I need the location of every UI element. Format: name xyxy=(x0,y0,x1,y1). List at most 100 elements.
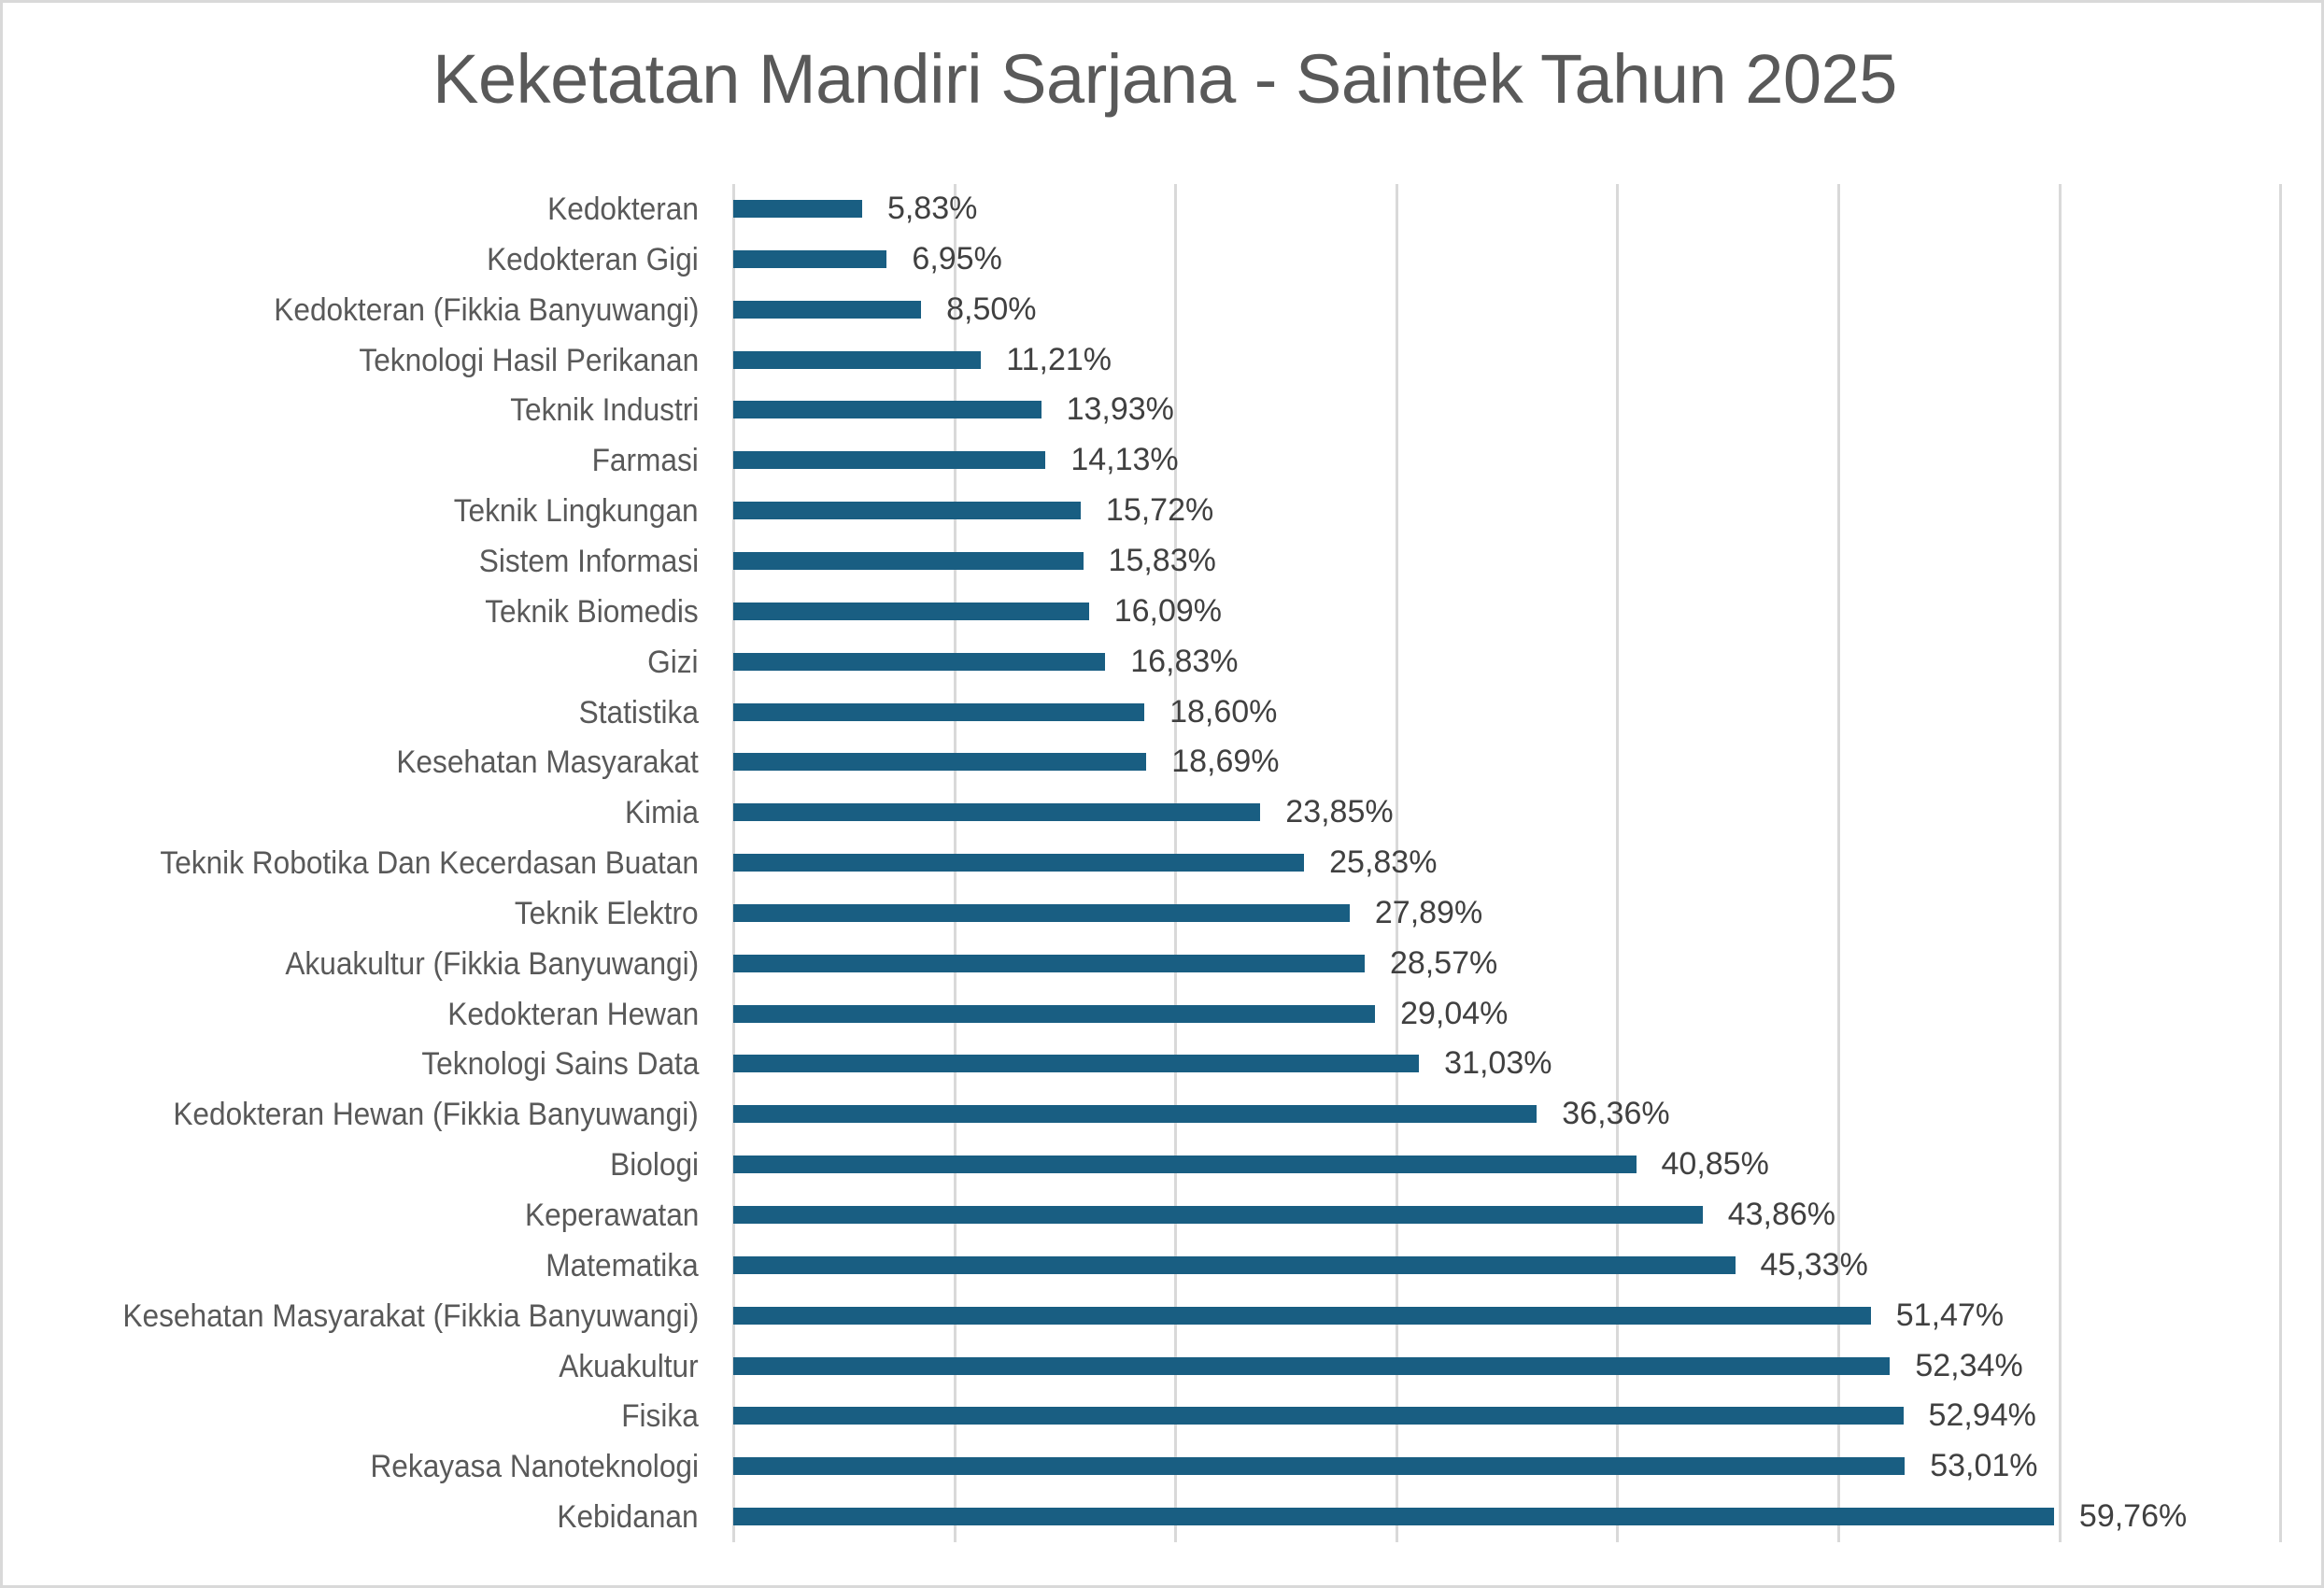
bar-row: 16,09% xyxy=(733,587,2284,637)
category-axis-labels: Kedokteran Kedokteran Gigi Kedokteran (Fik… xyxy=(3,184,699,1542)
bar-row: 52,94% xyxy=(733,1391,2284,1441)
category-label: Kimia xyxy=(624,795,699,831)
bar xyxy=(733,803,1261,822)
data-label: 15,83% xyxy=(1108,542,1216,578)
data-label: 13,93% xyxy=(1066,391,1174,428)
category-label: Kesehatan Masyarakat (Fikkia Banyuwangi) xyxy=(122,1297,699,1334)
bar-row: 40,85% xyxy=(733,1140,2284,1190)
data-label: 29,04% xyxy=(1400,995,1509,1031)
data-label: 18,60% xyxy=(1169,693,1278,730)
bar-row: 25,83% xyxy=(733,838,2284,888)
category-label: Farmasi xyxy=(591,443,699,479)
data-label: 16,09% xyxy=(1113,592,1223,629)
chart-title: Keketatan Mandiri Sarjana - Saintek Tahu… xyxy=(432,40,1897,118)
bar xyxy=(733,1105,1538,1124)
bar xyxy=(733,1206,1703,1225)
bar xyxy=(733,1055,1420,1073)
category-label: Kesehatan Masyarakat xyxy=(396,744,699,781)
gridline xyxy=(1837,184,1840,1542)
bar-row: 18,69% xyxy=(733,737,2284,787)
data-label: 52,34% xyxy=(1915,1347,2023,1383)
bar-row: 36,36% xyxy=(733,1089,2284,1140)
bar-row: 51,47% xyxy=(733,1291,2284,1341)
bar-row: 52,34% xyxy=(733,1341,2284,1392)
bar xyxy=(733,1457,1906,1476)
bar-row: 15,72% xyxy=(733,486,2284,536)
category-label: Kedokteran Hewan xyxy=(447,996,699,1032)
bar xyxy=(733,753,1147,772)
gridline xyxy=(1395,184,1398,1542)
data-label: 11,21% xyxy=(1006,341,1112,377)
data-label: 15,72% xyxy=(1105,492,1214,529)
bar-row: 14,13% xyxy=(733,435,2284,486)
bar-row: 6,95% xyxy=(733,234,2284,285)
bar-row: 28,57% xyxy=(733,939,2284,989)
bar-row: 15,83% xyxy=(733,536,2284,587)
data-label: 18,69% xyxy=(1171,744,1280,780)
data-label: 25,83% xyxy=(1329,844,1438,881)
bar xyxy=(733,200,862,218)
bar xyxy=(733,652,1106,671)
bar xyxy=(733,1004,1376,1023)
data-label: 36,36% xyxy=(1562,1096,1670,1132)
category-label: Sistem Informasi xyxy=(478,543,699,579)
bar xyxy=(733,249,887,268)
data-label: 27,89% xyxy=(1374,894,1483,930)
category-label: Akuakultur (Fikkia Banyuwangi) xyxy=(285,945,699,982)
bar-row: 11,21% xyxy=(733,335,2284,386)
bar xyxy=(733,1156,1637,1174)
bar xyxy=(733,300,922,319)
bar xyxy=(733,401,1042,419)
bar xyxy=(733,903,1350,922)
bar xyxy=(733,1255,1736,1274)
bar xyxy=(733,1508,2054,1526)
bar xyxy=(733,1306,1871,1325)
bar-row: 29,04% xyxy=(733,989,2284,1040)
category-label: Teknik Biomedis xyxy=(485,593,699,630)
category-label: Rekayasa Nanoteknologi xyxy=(370,1449,699,1485)
bar-row: 31,03% xyxy=(733,1039,2284,1089)
category-label: Kebidanan xyxy=(557,1499,699,1536)
category-label: Biologi xyxy=(610,1147,699,1184)
data-label: 23,85% xyxy=(1285,794,1394,830)
bar xyxy=(733,854,1305,872)
data-label: 5,83% xyxy=(886,191,978,226)
category-label: Teknik Elektro xyxy=(515,895,699,931)
data-label: 52,94% xyxy=(1928,1397,2036,1434)
data-label: 59,76% xyxy=(2078,1498,2188,1535)
category-label: Teknologi Sains Data xyxy=(420,1046,699,1083)
category-label: Teknik Industri xyxy=(509,392,699,429)
bar-row: 23,85% xyxy=(733,787,2284,838)
data-label: 40,85% xyxy=(1661,1146,1769,1183)
bar-row: 18,60% xyxy=(733,688,2284,738)
category-label: Teknik Lingkungan xyxy=(454,493,699,530)
data-label: 8,50% xyxy=(946,291,1037,327)
bar-row: 59,76% xyxy=(733,1492,2284,1542)
category-label: Keperawatan xyxy=(524,1198,699,1234)
category-label: Fisika xyxy=(621,1398,699,1435)
category-label: Gizi xyxy=(647,644,699,680)
category-label: Matematika xyxy=(546,1247,699,1283)
bar-row: 13,93% xyxy=(733,385,2284,435)
plot-area: 5,83% 6,95% 8,50% 11,21% 13,93% 14,13% 15,72% 1… xyxy=(732,184,2284,1542)
data-label: 16,83% xyxy=(1130,643,1239,679)
bar-row: 8,50% xyxy=(733,285,2284,335)
category-label: Kedokteran (Fikkia Banyuwangi) xyxy=(273,291,699,328)
gridline xyxy=(2058,184,2062,1542)
bar-row: 43,86% xyxy=(733,1190,2284,1241)
bar xyxy=(733,350,982,369)
bar xyxy=(733,1407,1904,1425)
category-label: Kedokteran Hewan (Fikkia Banyuwangi) xyxy=(173,1097,699,1133)
bar xyxy=(733,954,1365,972)
data-label: 53,01% xyxy=(1930,1448,2038,1484)
bar xyxy=(733,551,1084,570)
category-label: Statistika xyxy=(578,694,699,730)
bar-row: 5,83% xyxy=(733,184,2284,234)
category-label: Kedokteran xyxy=(547,191,699,227)
data-label: 14,13% xyxy=(1070,442,1179,478)
bar-row: 27,89% xyxy=(733,888,2284,939)
category-label: Teknologi Hasil Perikanan xyxy=(359,342,699,378)
gridline xyxy=(1616,184,1620,1542)
data-label: 28,57% xyxy=(1389,944,1498,981)
